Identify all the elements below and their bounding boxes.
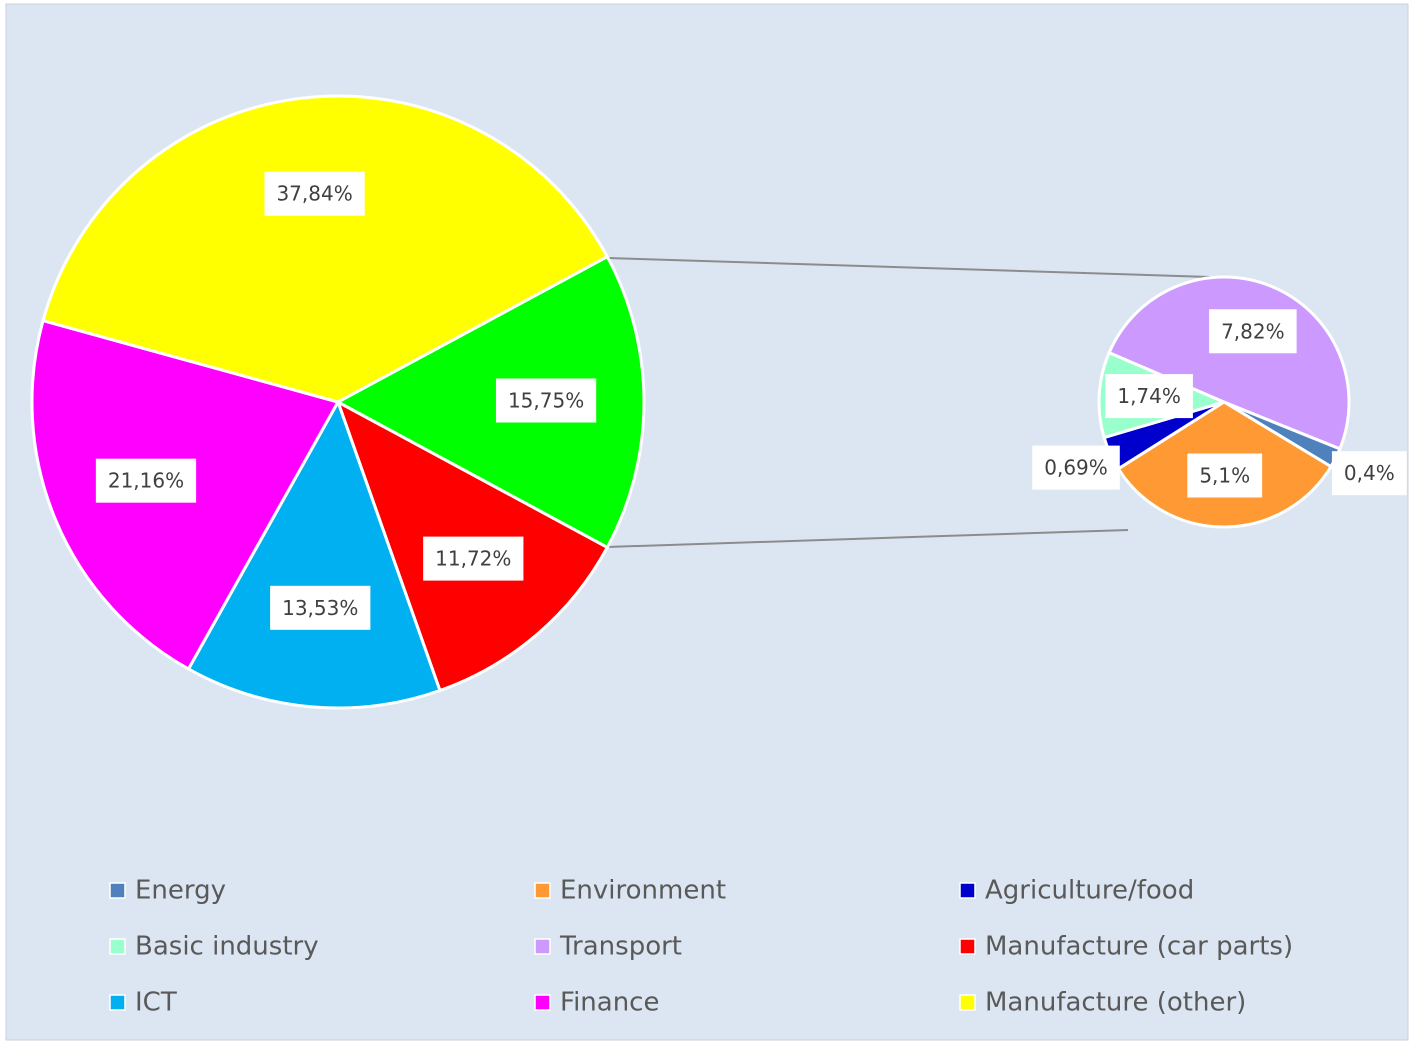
data-label: 0,4% (1331, 451, 1407, 496)
label-background (1209, 309, 1297, 354)
label-background (1032, 445, 1120, 490)
legend-marker (959, 938, 976, 955)
legend-label: Agriculture/food (985, 876, 1194, 906)
data-label: 13,53% (270, 585, 371, 630)
label-background (1187, 453, 1263, 498)
label-background (270, 585, 371, 630)
data-label-text: 0,69% (1044, 456, 1108, 480)
legend-marker (109, 882, 126, 899)
legend-label: Manufacture (other) (985, 988, 1246, 1018)
legend-marker (109, 994, 126, 1011)
data-label-text: 5,1% (1199, 463, 1250, 487)
data-label: 15,75% (495, 378, 597, 423)
data-label-text: 7,82% (1221, 319, 1285, 343)
legend-label: Environment (560, 876, 726, 906)
legend-marker (959, 994, 976, 1011)
legend-marker (534, 882, 551, 899)
legend-label: ICT (135, 988, 177, 1018)
data-label: 0,69% (1032, 445, 1120, 490)
legend-marker (959, 882, 976, 899)
pie-slice (186, 398, 442, 710)
data-label-text: 11,72% (435, 547, 511, 571)
pie-slice (334, 254, 646, 550)
legend-label: Finance (560, 988, 659, 1018)
label-background (264, 171, 365, 216)
label-background (95, 458, 197, 503)
data-label: 5,1% (1187, 453, 1263, 498)
connector-line (606, 257, 1211, 278)
label-background (495, 378, 597, 423)
label-background (423, 536, 524, 581)
data-label-text: 0,4% (1344, 461, 1395, 485)
data-label: 21,16% (95, 458, 197, 503)
data-label: 11,72% (423, 536, 524, 581)
data-label-text: 15,75% (508, 389, 584, 413)
legend-marker (534, 994, 551, 1011)
legend-marker (534, 938, 551, 955)
connector-line (606, 529, 1129, 548)
data-label: 37,84% (264, 171, 365, 216)
data-label-text: 21,16% (108, 469, 184, 493)
legend-label: Energy (135, 876, 226, 906)
legend-label: Transport (559, 932, 682, 962)
legend-label: Basic industry (135, 932, 319, 962)
data-label: 1,74% (1105, 374, 1193, 419)
data-label-text: 37,84% (276, 182, 352, 206)
legend-label: Manufacture (car parts) (985, 932, 1293, 962)
data-label: 7,82% (1209, 309, 1297, 354)
legend-marker (109, 938, 126, 955)
data-label-text: 1,74% (1117, 384, 1181, 408)
data-label-text: 13,53% (282, 596, 358, 620)
pie-slice (41, 94, 610, 404)
label-background (1331, 451, 1407, 496)
label-background (1105, 374, 1193, 419)
